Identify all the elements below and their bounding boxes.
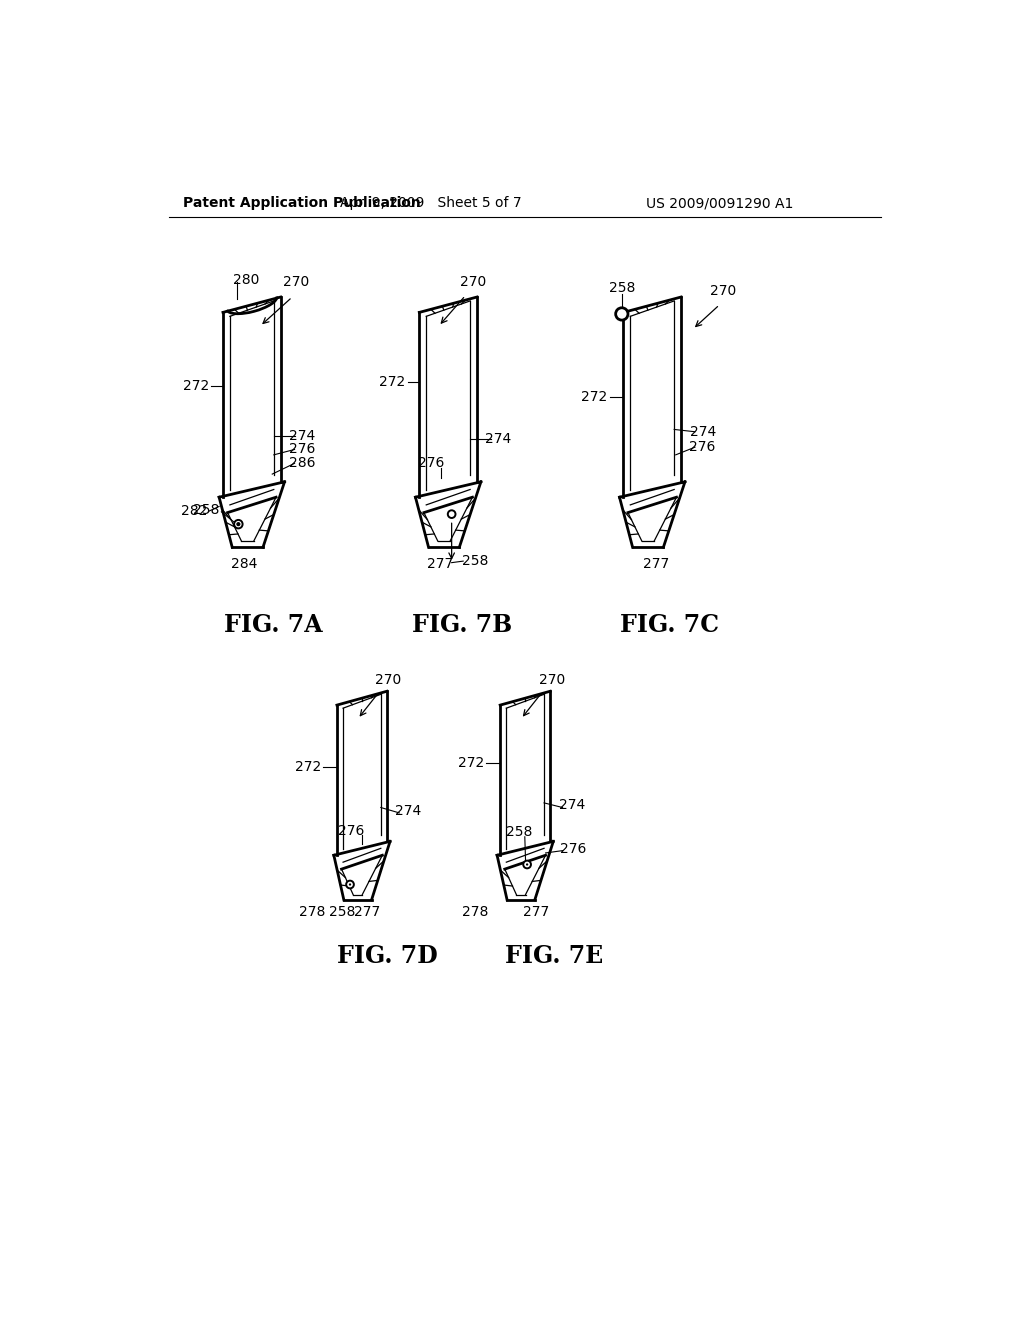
Text: 274: 274 [395,804,422,817]
Text: 282: 282 [180,504,207,517]
Text: 274: 274 [689,425,716,438]
Text: 274: 274 [559,799,585,812]
Text: 258: 258 [608,281,635,294]
Text: 280: 280 [232,273,259,286]
Text: 277: 277 [643,557,669,572]
Text: FIG. 7B: FIG. 7B [412,612,512,636]
Text: 286: 286 [289,457,315,470]
Text: 276: 276 [689,440,716,454]
Text: US 2009/0091290 A1: US 2009/0091290 A1 [646,197,794,210]
Text: 272: 272 [295,760,321,774]
Text: 258: 258 [506,825,532,840]
Text: FIG. 7E: FIG. 7E [505,944,603,968]
Text: FIG. 7D: FIG. 7D [337,944,437,968]
Text: 274: 274 [289,429,315,442]
Text: Apr. 9, 2009   Sheet 5 of 7: Apr. 9, 2009 Sheet 5 of 7 [340,197,521,210]
Circle shape [526,863,528,866]
Text: 276: 276 [418,455,444,470]
Text: 278: 278 [299,906,326,919]
Text: 270: 270 [283,275,309,289]
Text: FIG. 7C: FIG. 7C [621,612,719,636]
Text: 270: 270 [711,284,736,298]
Text: 272: 272 [379,375,406,388]
Text: 272: 272 [458,756,484,770]
Text: 277: 277 [427,557,454,572]
Text: 258: 258 [329,906,355,919]
Text: 276: 276 [338,824,364,838]
Text: 258: 258 [462,554,488,568]
Text: Patent Application Publication: Patent Application Publication [183,197,421,210]
Circle shape [346,880,354,888]
Circle shape [237,523,240,525]
Text: 270: 270 [376,673,401,688]
Text: 277: 277 [523,906,550,919]
Text: 277: 277 [354,906,380,919]
Text: FIG. 7A: FIG. 7A [223,612,323,636]
Text: 276: 276 [560,842,587,857]
Text: 274: 274 [485,433,512,446]
Text: 272: 272 [183,379,209,392]
Text: 272: 272 [581,391,607,404]
Text: 276: 276 [289,442,315,457]
Circle shape [447,511,456,517]
Text: 278: 278 [462,906,488,919]
Circle shape [523,861,531,869]
Text: 284: 284 [230,557,257,572]
Text: 258: 258 [193,503,219,517]
Text: 270: 270 [539,673,565,688]
Circle shape [349,883,351,886]
Circle shape [234,520,243,528]
Circle shape [615,308,628,321]
Text: 270: 270 [460,275,486,289]
